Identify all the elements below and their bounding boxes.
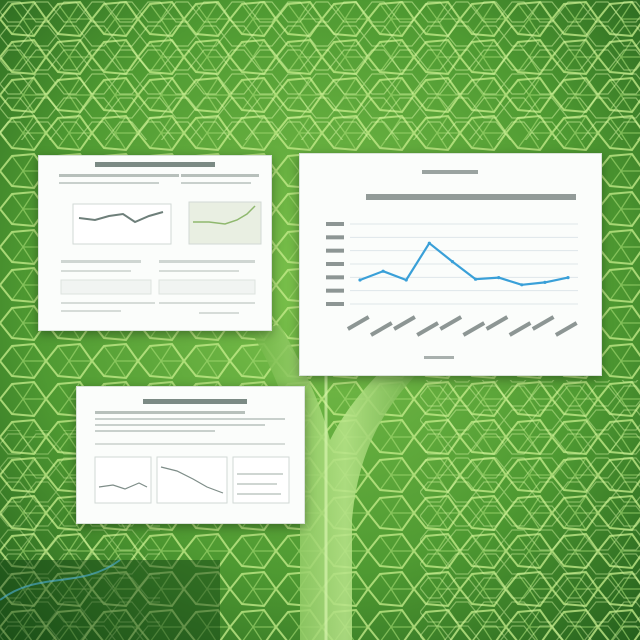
- x-axis-label-smudge: [424, 356, 454, 359]
- y-tick-label-smudge: [326, 275, 344, 280]
- report-card-bottom: [76, 386, 305, 524]
- data-point: [566, 276, 570, 280]
- data-point: [473, 277, 478, 281]
- dashboard-card-left: [38, 155, 272, 331]
- data-point: [404, 278, 408, 282]
- x-tick-label-smudge: [554, 321, 578, 337]
- x-tick-label-smudge: [485, 315, 509, 331]
- line-chart-card: [299, 153, 602, 376]
- y-axis-tick-smudges: [326, 222, 344, 306]
- y-tick-label-smudge: [326, 288, 344, 293]
- y-tick-label-smudge: [326, 302, 344, 306]
- x-tick-label-smudge: [508, 321, 532, 337]
- data-point: [381, 269, 385, 273]
- x-tick-label-smudge: [531, 315, 555, 331]
- y-tick-label-smudge: [326, 262, 344, 266]
- chart-grid: [350, 223, 578, 305]
- y-tick-label-smudge: [326, 222, 344, 226]
- y-tick-label-smudge: [326, 248, 344, 253]
- data-point: [450, 260, 455, 264]
- y-tick-label-smudge: [326, 235, 344, 240]
- x-tick-label-smudge: [462, 321, 486, 337]
- x-tick-label-smudge: [369, 321, 393, 337]
- data-point: [427, 241, 431, 245]
- x-tick-label-smudge: [346, 315, 370, 331]
- line-chart: [326, 170, 578, 359]
- data-point: [543, 280, 547, 284]
- x-tick-label-smudge: [393, 315, 416, 331]
- data-point: [520, 283, 524, 287]
- chart-title-smudge: [366, 194, 576, 200]
- series-line: [359, 242, 569, 286]
- chart-header-smudge: [422, 170, 478, 174]
- data-point: [497, 276, 501, 280]
- x-tick-label-smudge: [416, 321, 439, 337]
- data-point: [358, 278, 362, 282]
- series-points: [358, 241, 570, 287]
- x-tick-label-smudge: [439, 315, 463, 331]
- dashboard-card-left-graphic: [59, 162, 262, 314]
- x-axis-tick-smudges: [346, 315, 578, 337]
- report-card-bottom-graphic: [94, 399, 290, 504]
